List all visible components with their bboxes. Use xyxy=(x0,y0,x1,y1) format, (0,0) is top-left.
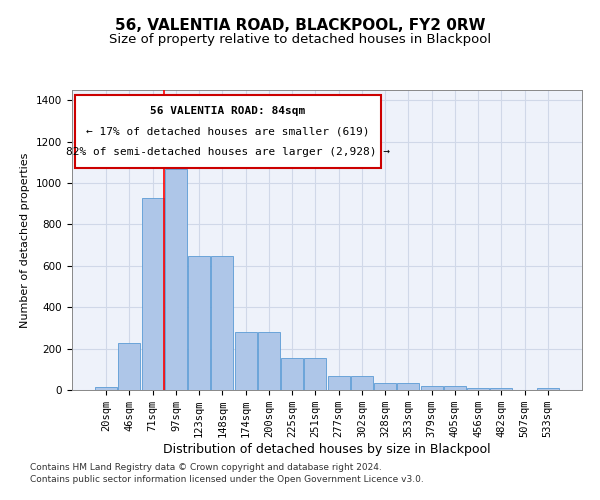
Text: 82% of semi-detached houses are larger (2,928) →: 82% of semi-detached houses are larger (… xyxy=(65,147,389,157)
Y-axis label: Number of detached properties: Number of detached properties xyxy=(20,152,31,328)
X-axis label: Distribution of detached houses by size in Blackpool: Distribution of detached houses by size … xyxy=(163,443,491,456)
Bar xyxy=(95,387,117,390)
Text: ← 17% of detached houses are smaller (619): ← 17% of detached houses are smaller (61… xyxy=(86,126,369,136)
Bar xyxy=(351,376,373,390)
Text: Contains HM Land Registry data © Crown copyright and database right 2024.: Contains HM Land Registry data © Crown c… xyxy=(30,464,382,472)
Text: 56, VALENTIA ROAD, BLACKPOOL, FY2 0RW: 56, VALENTIA ROAD, BLACKPOOL, FY2 0RW xyxy=(115,18,485,32)
Bar xyxy=(304,358,326,390)
Bar xyxy=(118,344,140,390)
Bar xyxy=(467,388,489,390)
Bar xyxy=(537,388,559,390)
Bar xyxy=(281,358,303,390)
Bar xyxy=(165,168,187,390)
FancyBboxPatch shape xyxy=(74,94,380,168)
Bar xyxy=(444,386,466,390)
Bar xyxy=(328,376,350,390)
Bar xyxy=(490,388,512,390)
Text: Contains public sector information licensed under the Open Government Licence v3: Contains public sector information licen… xyxy=(30,474,424,484)
Bar xyxy=(188,256,210,390)
Text: 56 VALENTIA ROAD: 84sqm: 56 VALENTIA ROAD: 84sqm xyxy=(150,106,305,116)
Bar xyxy=(421,386,443,390)
Text: Size of property relative to detached houses in Blackpool: Size of property relative to detached ho… xyxy=(109,32,491,46)
Bar xyxy=(211,256,233,390)
Bar xyxy=(258,332,280,390)
Bar xyxy=(235,332,257,390)
Bar xyxy=(142,198,164,390)
Bar xyxy=(374,383,396,390)
Bar xyxy=(397,383,419,390)
